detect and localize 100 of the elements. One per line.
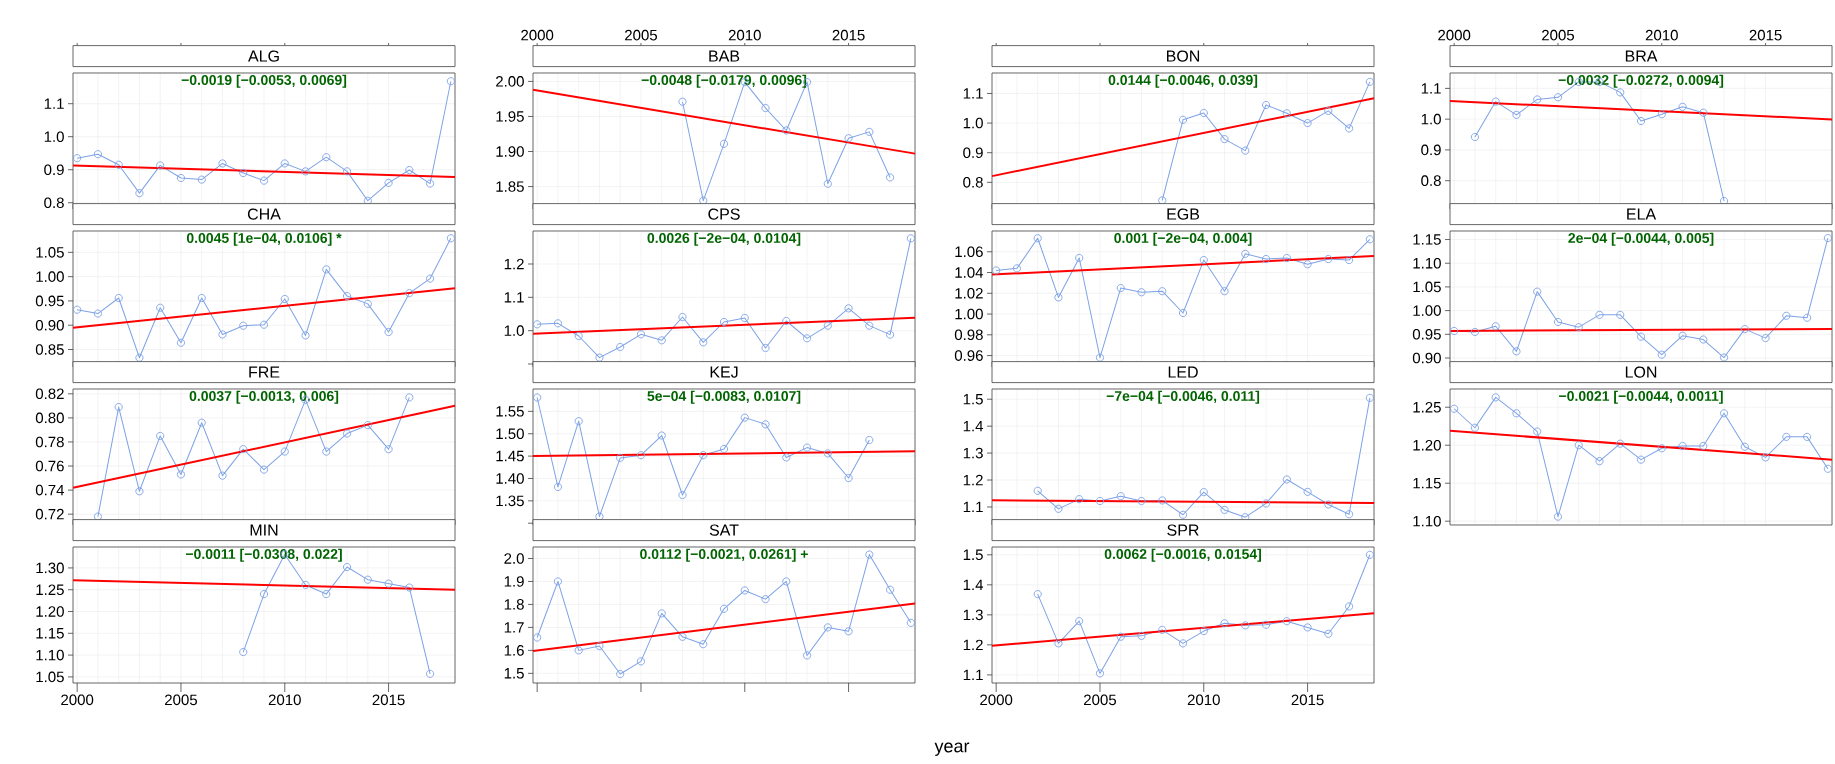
y-tick-label: 1.90: [496, 146, 524, 157]
y-tick-label: 1.0: [1421, 113, 1441, 125]
point: [782, 453, 791, 462]
annotation: 0.0144 [−0.0046, 0.039]: [1108, 74, 1258, 88]
point: [384, 178, 393, 187]
point: [1178, 639, 1188, 648]
point: [1303, 623, 1312, 632]
point: [239, 648, 248, 657]
point: [865, 321, 874, 330]
point: [574, 417, 583, 426]
point: [678, 490, 687, 500]
point: [1512, 110, 1521, 119]
y-tick-label: 1.20: [1413, 439, 1441, 451]
y-tick-label: 0.76: [35, 460, 64, 472]
point: [574, 331, 583, 341]
point: [176, 470, 186, 479]
point: [1075, 495, 1084, 504]
point: [761, 420, 770, 429]
point: [1553, 512, 1563, 521]
y-tick-label: 1.35: [496, 495, 524, 507]
point: [1365, 77, 1374, 86]
chart-title: EGB: [1167, 208, 1200, 220]
point: [886, 173, 895, 182]
y-tick-label: 1.1: [504, 292, 524, 303]
point: [1761, 453, 1770, 462]
point: [1137, 496, 1146, 506]
point: [1303, 487, 1312, 496]
annotation: 0.001 [−2e−04, 0.004]: [1114, 232, 1252, 246]
point: [1450, 326, 1459, 336]
x-tick-label: 2000: [980, 694, 1013, 706]
point: [1345, 602, 1354, 611]
point: [657, 431, 666, 440]
x-tick-label: 2015: [372, 694, 405, 706]
annotation: −0.0011 [−0.0308, 0.022]: [185, 548, 342, 562]
y-tick-label: 1.15: [1413, 477, 1441, 489]
annotation: 0.0062 [−0.0016, 0.0154]: [1104, 548, 1262, 562]
chart-title: ALG: [248, 50, 279, 62]
y-tick-label: 2.0: [504, 553, 524, 564]
point: [616, 453, 625, 462]
point: [1054, 504, 1063, 513]
point: [1220, 287, 1229, 296]
point: [73, 154, 82, 163]
point: [1324, 500, 1333, 509]
point: [1054, 293, 1063, 302]
point: [343, 167, 352, 176]
point: [1116, 492, 1125, 501]
point: [1657, 110, 1666, 119]
y-tick-label: 1.25: [1413, 401, 1441, 413]
y-tick-label: 1.05: [1413, 281, 1441, 293]
point: [218, 471, 227, 480]
y-tick-label: 1.2: [963, 639, 983, 651]
y-tick-label: 0.98: [954, 329, 983, 341]
point: [1616, 310, 1625, 319]
chart-title: MIN: [250, 524, 278, 536]
y-tick-label: 0.74: [35, 484, 65, 496]
point: [823, 449, 832, 458]
point: [865, 127, 874, 136]
x-tick-label: 2005: [165, 694, 198, 706]
point: [1095, 353, 1105, 362]
point: [1595, 310, 1604, 319]
point: [363, 575, 372, 584]
point: [1803, 432, 1812, 441]
point: [1262, 499, 1271, 508]
y-tick-label: 0.9: [44, 164, 64, 176]
point: [1282, 617, 1291, 626]
point: [259, 320, 269, 329]
point: [1533, 287, 1542, 296]
point: [1345, 256, 1354, 265]
point: [1699, 441, 1708, 451]
y-tick-label: 1.40: [496, 473, 524, 484]
y-tick-label: 1.25: [36, 584, 64, 596]
point: [259, 176, 269, 185]
point: [1199, 108, 1208, 118]
point: [865, 435, 874, 445]
point: [405, 289, 414, 298]
y-tick-label: 2.00: [496, 76, 524, 87]
y-tick-label: 0.8: [1421, 175, 1441, 186]
point: [1450, 404, 1459, 413]
point: [1782, 432, 1791, 441]
y-tick-label: 1.2: [963, 474, 983, 486]
point: [803, 443, 812, 452]
point: [1823, 234, 1832, 243]
y-tick-label: 1.5: [963, 549, 983, 561]
point: [823, 179, 832, 188]
y-tick-label: 1.30: [36, 562, 64, 574]
point: [803, 651, 812, 660]
y-tick-label: 1.7: [504, 622, 524, 633]
chart-title: CPS: [708, 208, 740, 220]
point: [176, 338, 186, 347]
y-tick-label: 1.4: [963, 421, 984, 432]
y-tick-label: 1.5: [963, 394, 983, 405]
point: [906, 234, 915, 243]
y-tick-label: 1.1: [963, 88, 983, 99]
x-tick-label: 2000: [521, 29, 554, 41]
point: [343, 429, 352, 438]
point: [533, 320, 542, 329]
point: [636, 657, 646, 666]
point: [280, 159, 289, 168]
x-tick-label: 2010: [728, 29, 761, 41]
y-tick-label: 1.1: [963, 669, 983, 681]
